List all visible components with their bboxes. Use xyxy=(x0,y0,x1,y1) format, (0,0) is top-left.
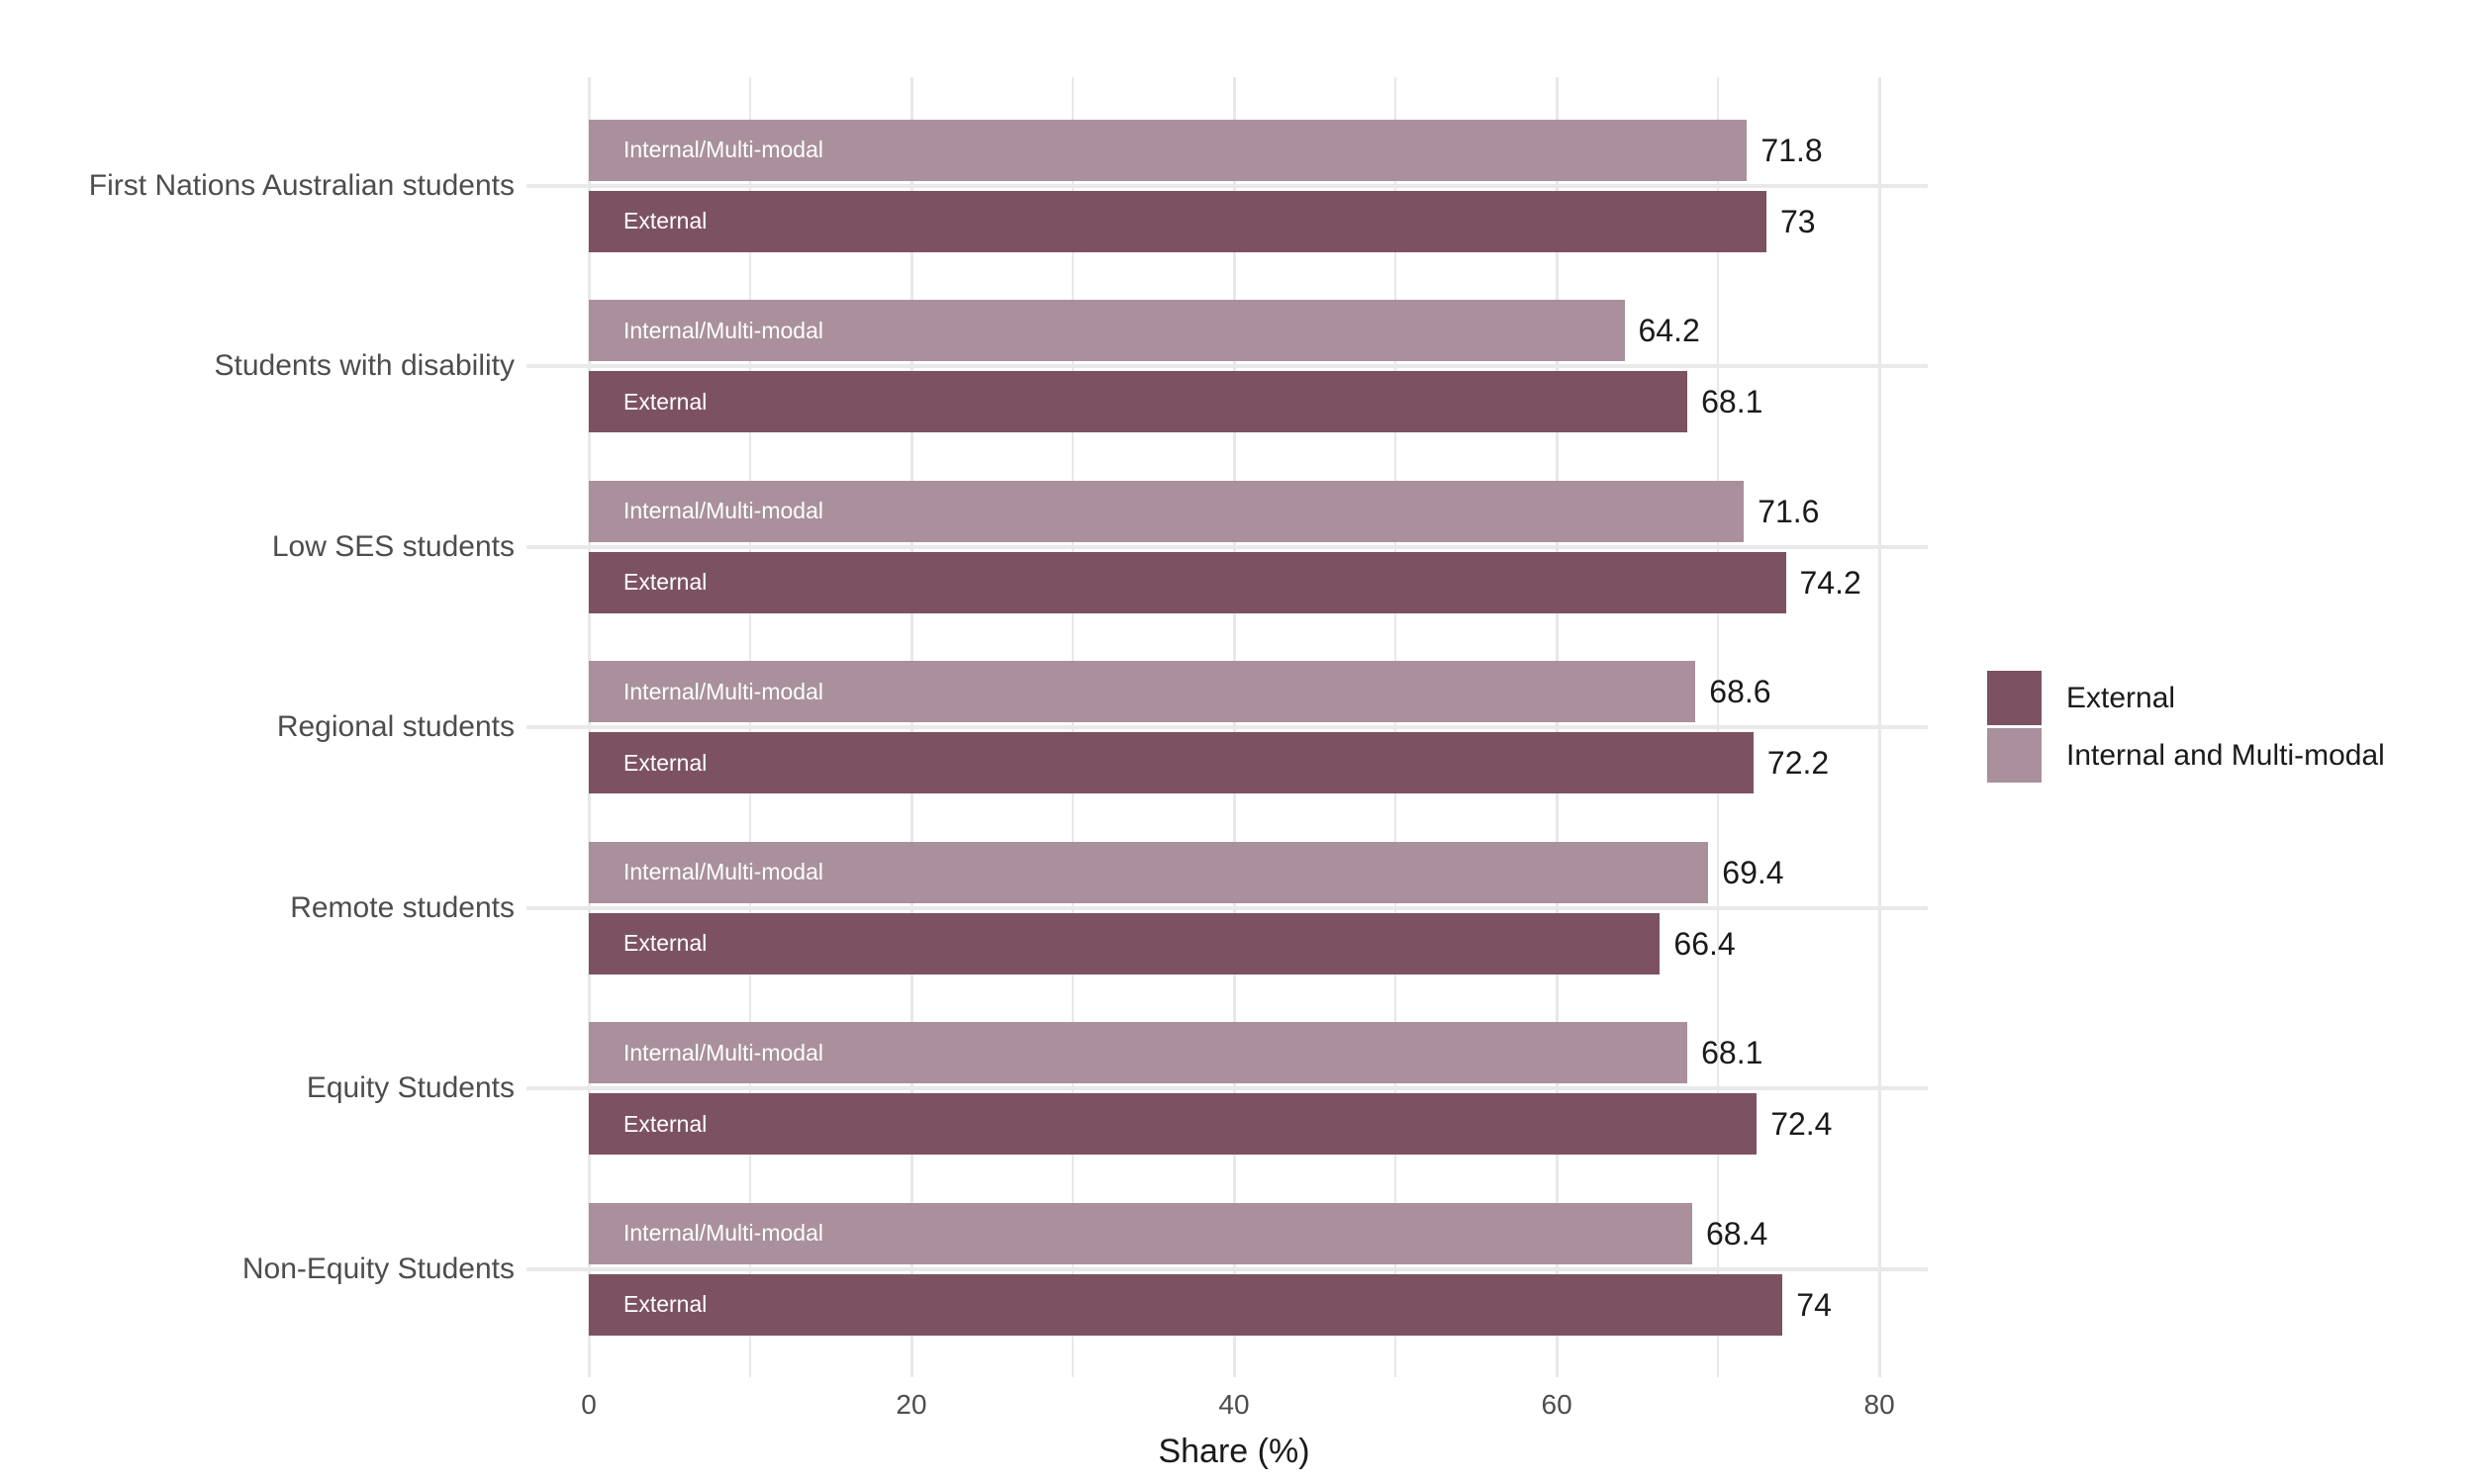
bar-inner-label: External xyxy=(623,1291,708,1317)
legend-item: Internal and Multi-modal xyxy=(1987,728,2385,783)
bar-inner-label: Internal/Multi-modal xyxy=(623,317,823,343)
category-label: Low SES students xyxy=(271,529,515,563)
bar-value-label: 68.1 xyxy=(1701,1035,1763,1070)
bar-internal: Internal/Multi-modal xyxy=(589,1202,1692,1264)
bar-inner-label: Internal/Multi-modal xyxy=(623,1039,823,1066)
x-axis-title: Share (%) xyxy=(1158,1433,1310,1470)
bar-internal: Internal/Multi-modal xyxy=(589,661,1696,722)
bar-external: External xyxy=(589,912,1661,974)
category-label: Equity Students xyxy=(306,1071,515,1104)
bar-inner-label: External xyxy=(623,208,708,233)
legend-label: Internal and Multi-modal xyxy=(2066,738,2385,772)
bar-inner-label: External xyxy=(623,388,708,415)
gridline-h xyxy=(526,544,1928,549)
bar-inner-label: External xyxy=(623,749,708,776)
gridline-h xyxy=(526,1086,1928,1090)
bar-internal: Internal/Multi-modal xyxy=(589,119,1748,181)
gridline-h xyxy=(526,725,1928,729)
bar-value-label: 71.8 xyxy=(1760,132,1823,168)
bar-inner-label: External xyxy=(623,1110,708,1137)
bar-external: External xyxy=(589,1093,1758,1155)
bar-value-label: 73 xyxy=(1780,203,1816,239)
bar-external: External xyxy=(589,371,1688,432)
gridline-h xyxy=(526,1266,1928,1271)
bar-value-label: 66.4 xyxy=(1673,925,1736,962)
category-label: Remote students xyxy=(290,890,515,924)
bar-value-label: 74.2 xyxy=(1799,564,1861,601)
category-label: Non-Equity Students xyxy=(241,1252,515,1285)
plot-panel: Internal/Multi-modal 71.8 External 73 Intern… xyxy=(526,77,1928,1377)
gridline-h xyxy=(526,364,1928,368)
bar-internal: Internal/Multi-modal xyxy=(589,480,1745,542)
category-label: First Nations Australian students xyxy=(88,168,515,202)
category-label: Students with disability xyxy=(214,349,516,382)
bar-value-label: 64.2 xyxy=(1638,313,1700,348)
bar-internal: Internal/Multi-modal xyxy=(589,841,1709,903)
bar-inner-label: Internal/Multi-modal xyxy=(623,859,823,884)
legend-swatch xyxy=(1987,671,2042,725)
gridline-h xyxy=(526,183,1928,188)
bar-value-label: 72.4 xyxy=(1770,1106,1833,1142)
bar-inner-label: Internal/Multi-modal xyxy=(623,137,823,162)
bar-external: External xyxy=(589,551,1786,613)
legend: External Internal and Multi-modal xyxy=(1987,671,2385,786)
gridline-h xyxy=(526,905,1928,910)
bar-value-label: 68.4 xyxy=(1706,1215,1768,1252)
bar-internal: Internal/Multi-modal xyxy=(589,1022,1688,1083)
x-tick-label: 0 xyxy=(581,1389,597,1420)
bar-internal: Internal/Multi-modal xyxy=(589,300,1625,361)
bar-inner-label: Internal/Multi-modal xyxy=(623,498,823,523)
legend-item: External xyxy=(1987,671,2385,725)
legend-swatch xyxy=(1987,728,2042,783)
category-label: Regional students xyxy=(276,710,515,743)
bar-external: External xyxy=(589,732,1754,793)
bar-inner-label: External xyxy=(623,930,708,956)
bar-inner-label: Internal/Multi-modal xyxy=(623,678,823,704)
x-tick-label: 20 xyxy=(896,1389,927,1420)
bar-inner-label: Internal/Multi-modal xyxy=(623,1220,823,1246)
bar-value-label: 74 xyxy=(1796,1286,1832,1323)
x-tick-label: 80 xyxy=(1863,1389,1895,1420)
bar-value-label: 69.4 xyxy=(1722,854,1784,890)
bar-value-label: 68.6 xyxy=(1709,674,1771,709)
bar-value-label: 72.2 xyxy=(1766,745,1830,781)
x-tick-label: 60 xyxy=(1541,1389,1572,1420)
x-tick-label: 40 xyxy=(1218,1389,1250,1420)
legend-label: External xyxy=(2066,681,2176,714)
bar-external: External xyxy=(589,1273,1783,1336)
bar-inner-label: External xyxy=(623,569,708,595)
bar-value-label: 71.6 xyxy=(1758,493,1820,529)
bar-external: External xyxy=(589,190,1766,252)
bar-value-label: 68.1 xyxy=(1701,384,1763,419)
